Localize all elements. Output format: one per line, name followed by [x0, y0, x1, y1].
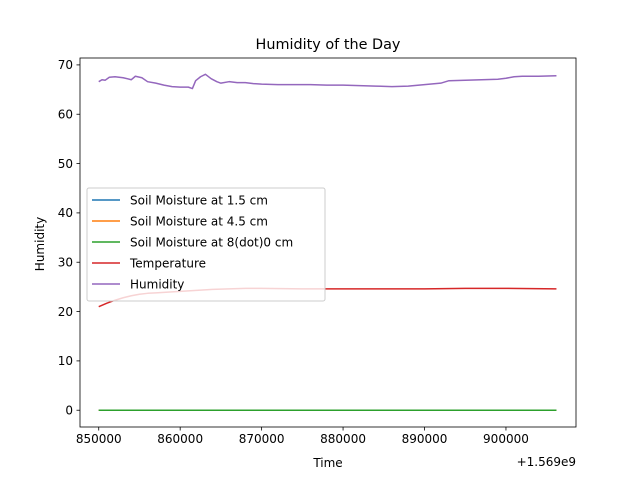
y-tick-label: 70	[58, 58, 73, 72]
y-tick-label: 10	[58, 354, 73, 368]
chart-title: Humidity of the Day	[256, 37, 401, 53]
y-axis-label: Humidity	[33, 217, 47, 271]
y-tick-label: 60	[58, 108, 73, 122]
legend-label: Temperature	[129, 257, 206, 271]
x-axis-label: Time	[312, 456, 342, 470]
axes-frame	[79, 57, 577, 428]
x-tick-label: 870000	[239, 432, 285, 446]
legend-label: Humidity	[130, 278, 184, 292]
y-tick-label: 30	[58, 256, 73, 270]
x-tick-label: 900000	[483, 432, 529, 446]
x-tick-label: 850000	[76, 432, 122, 446]
axes: 850000 860000 870000 880000 890000 900000 0 10 2…	[58, 57, 577, 446]
legend: Soil Moisture at 1.5 cm Soil Moisture at …	[86, 187, 326, 302]
x-tick-label: 880000	[320, 432, 366, 446]
x-axis-offset-label: +1.569e9	[517, 455, 576, 469]
legend-box	[86, 187, 326, 302]
legend-label: Soil Moisture at 4.5 cm	[130, 215, 268, 229]
x-tick-label: 890000	[402, 432, 448, 446]
series-line-5	[98, 73, 557, 90]
y-tick-label: 40	[58, 206, 73, 220]
y-tick-label: 20	[58, 305, 73, 319]
y-tick-label: 50	[58, 157, 73, 171]
y-tick-label: 0	[65, 404, 73, 418]
legend-label: Soil Moisture at 8(dot)0 cm	[130, 236, 293, 250]
legend-label: Soil Moisture at 1.5 cm	[130, 194, 268, 208]
x-tick-label: 860000	[157, 432, 203, 446]
